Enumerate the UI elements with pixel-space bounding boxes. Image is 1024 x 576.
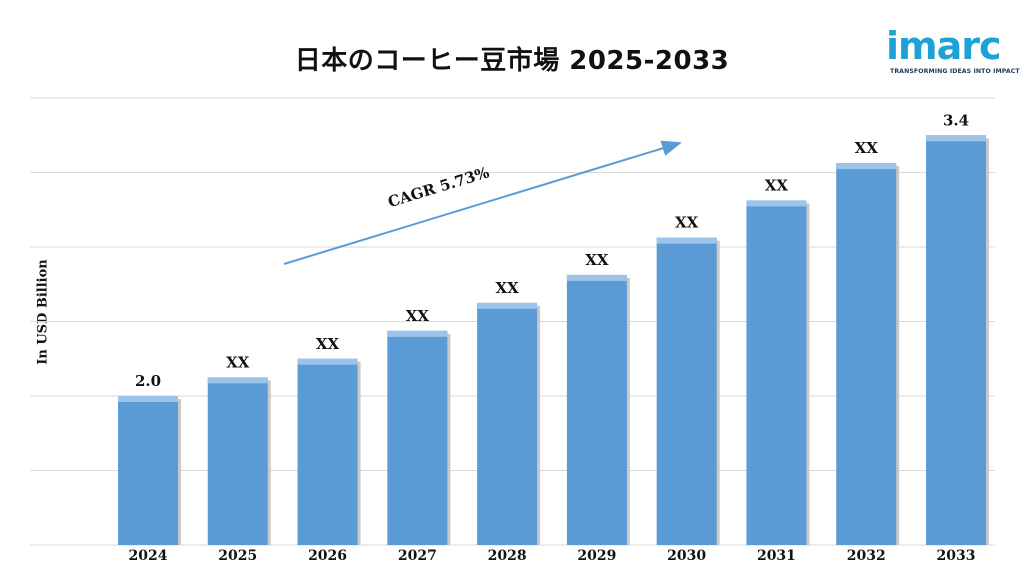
cagr-label: CAGR 5.73%: [386, 163, 492, 211]
data-label: XX: [226, 353, 250, 371]
chart-title: 日本のコーヒー豆市場 2025-2033: [294, 46, 730, 76]
data-label: XX: [316, 335, 340, 353]
x-tick-label: 2027: [398, 548, 437, 564]
x-tick-label: 2030: [667, 548, 706, 564]
x-tick-label: 2026: [308, 548, 347, 564]
bars: [118, 135, 989, 545]
bar-cap: [566, 274, 627, 281]
bar-body: [836, 163, 897, 545]
logo-tagline: TRANSFORMING IDEAS INTO IMPACT: [890, 68, 1020, 75]
data-label: XX: [406, 307, 430, 325]
bar-cap: [746, 200, 807, 207]
data-label: 2.0: [135, 372, 161, 390]
x-axis-ticks: 2024 2025 2026 2027 2028 2029 2030 2031 2032 2033: [129, 548, 976, 564]
data-label: XX: [675, 214, 699, 232]
bar-body: [656, 237, 717, 545]
bar-cap: [207, 377, 268, 384]
bar-body: [207, 377, 268, 545]
x-tick-label: 2024: [129, 548, 168, 564]
bar: [207, 377, 271, 545]
bar-cap: [656, 237, 717, 244]
bar: [387, 330, 451, 545]
bar: [746, 200, 810, 545]
data-label: XX: [765, 176, 789, 194]
x-tick-label: 2032: [847, 548, 886, 564]
bar-cap: [477, 302, 538, 309]
data-label: 3.4: [943, 111, 969, 129]
imarc-logo: imarc TRANSFORMING IDEAS INTO IMPACT: [886, 24, 1020, 86]
logo-wordmark: imarc: [886, 24, 1002, 68]
bar-body: [297, 358, 358, 545]
bar-body: [118, 396, 178, 545]
bar: [297, 358, 361, 545]
bar: [656, 237, 720, 545]
data-label: XX: [495, 279, 519, 297]
x-tick-label: 2028: [488, 548, 527, 564]
data-label: XX: [855, 139, 879, 157]
bar: [118, 396, 181, 545]
cagr-arrow: [283, 140, 682, 265]
bar-cap: [118, 396, 178, 402]
bar: [926, 135, 989, 545]
data-labels: 2.0 XX XX XX XX XX XX XX XX 3.4: [135, 111, 969, 390]
bar-cap: [926, 135, 986, 142]
x-tick-label: 2025: [218, 548, 257, 564]
bar-cap: [387, 330, 448, 337]
bar: [836, 163, 900, 545]
x-tick-label: 2031: [757, 548, 796, 564]
bar-body: [387, 330, 448, 545]
bar-body: [566, 274, 627, 545]
data-label: XX: [585, 251, 609, 269]
bar: [477, 302, 541, 545]
bar: [566, 274, 630, 545]
bar-cap: [836, 163, 897, 170]
bar-body: [477, 302, 538, 545]
bar-cap: [297, 358, 358, 365]
x-tick-label: 2033: [937, 548, 976, 564]
bar-body: [926, 135, 986, 545]
x-tick-label: 2029: [577, 548, 616, 564]
bar-body: [746, 200, 807, 545]
